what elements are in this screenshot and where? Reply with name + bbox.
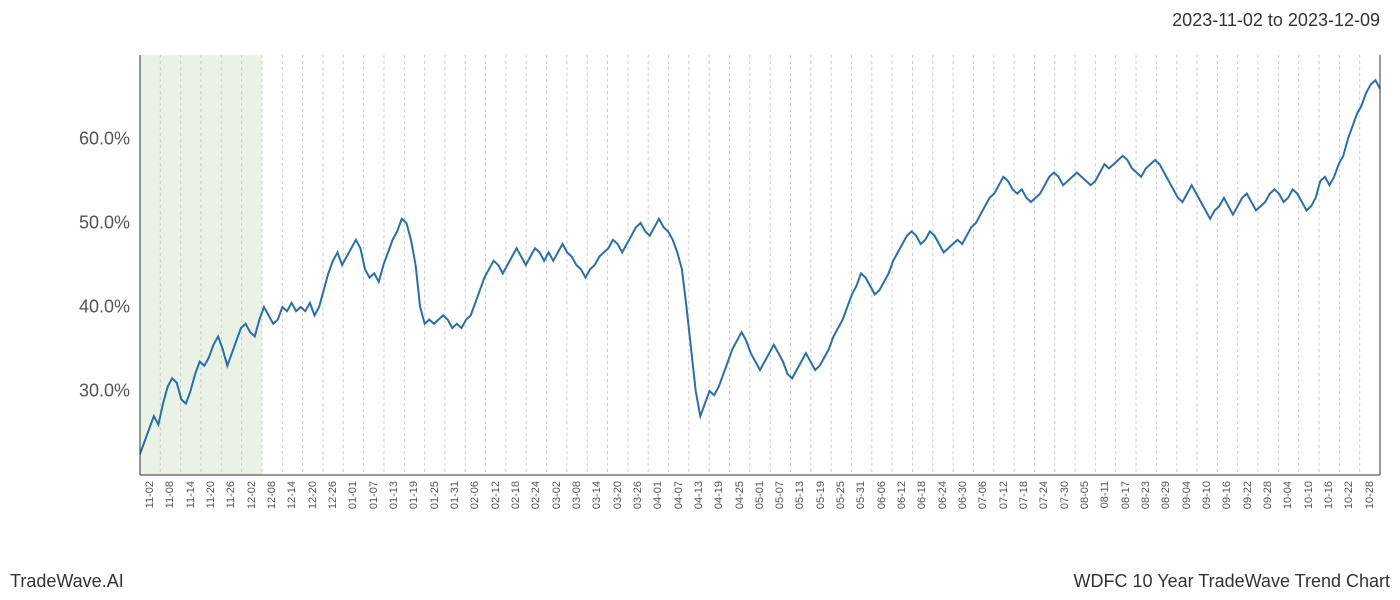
x-tick-label: 08-29 <box>1160 481 1172 509</box>
x-tick-label: 05-19 <box>815 481 827 509</box>
x-tick-label: 03-14 <box>591 481 603 509</box>
y-tick-label: 50.0% <box>79 213 130 234</box>
x-tick-label: 02-18 <box>510 481 522 509</box>
x-tick-label: 09-04 <box>1181 481 1193 509</box>
x-tick-label: 10-10 <box>1303 481 1315 509</box>
x-tick-label: 05-25 <box>835 481 847 509</box>
x-tick-label: 10-16 <box>1323 481 1335 509</box>
x-tick-label: 07-12 <box>998 481 1010 509</box>
x-tick-label: 03-26 <box>632 481 644 509</box>
x-tick-label: 05-07 <box>774 481 786 509</box>
x-tick-label: 12-08 <box>266 481 278 509</box>
x-tick-label: 07-30 <box>1059 481 1071 509</box>
x-tick-label: 02-12 <box>490 481 502 509</box>
x-tick-label: 03-08 <box>571 481 583 509</box>
x-tick-label: 01-07 <box>368 481 380 509</box>
x-tick-label: 12-26 <box>327 481 339 509</box>
x-tick-label: 06-18 <box>916 481 928 509</box>
x-tick-label: 11-02 <box>144 481 156 508</box>
x-tick-label: 01-13 <box>388 481 400 509</box>
x-tick-label: 05-31 <box>855 481 867 509</box>
x-tick-label: 07-18 <box>1018 481 1030 509</box>
x-tick-label: 02-06 <box>469 481 481 509</box>
x-tick-label: 11-08 <box>164 481 176 508</box>
x-tick-label: 12-14 <box>286 481 298 509</box>
footer-brand: TradeWave.AI <box>10 571 124 592</box>
x-tick-label: 10-28 <box>1364 481 1376 509</box>
trend-chart <box>140 55 1380 475</box>
x-tick-label: 06-24 <box>937 481 949 509</box>
y-tick-label: 40.0% <box>79 297 130 318</box>
x-tick-label: 02-24 <box>530 481 542 509</box>
date-range: 2023-11-02 to 2023-12-09 <box>1172 10 1380 31</box>
x-tick-label: 10-04 <box>1282 481 1294 509</box>
x-tick-label: 06-12 <box>896 481 908 509</box>
x-tick-label: 11-20 <box>205 481 217 508</box>
gridlines-vertical <box>140 55 1360 475</box>
footer-chart-title: WDFC 10 Year TradeWave Trend Chart <box>1074 571 1390 592</box>
x-tick-label: 08-05 <box>1079 481 1091 509</box>
x-tick-label: 04-01 <box>652 481 664 509</box>
x-tick-label: 11-14 <box>185 481 197 508</box>
x-tick-label: 03-02 <box>551 481 563 509</box>
x-tick-label: 09-10 <box>1201 481 1213 509</box>
x-tick-label: 01-01 <box>347 481 359 509</box>
x-tick-label: 04-07 <box>673 481 685 509</box>
x-tick-label: 05-01 <box>754 481 766 509</box>
x-tick-label: 09-22 <box>1242 481 1254 509</box>
x-tick-label: 10-22 <box>1343 481 1355 509</box>
x-tick-label: 01-25 <box>429 481 441 509</box>
x-tick-label: 12-20 <box>307 481 319 509</box>
x-tick-label: 03-20 <box>612 481 624 509</box>
x-tick-label: 11-26 <box>225 481 237 508</box>
x-tick-label: 08-23 <box>1140 481 1152 509</box>
y-tick-label: 60.0% <box>79 129 130 150</box>
x-tick-label: 09-28 <box>1262 481 1274 509</box>
x-tick-label: 04-13 <box>693 481 705 509</box>
series-line <box>140 80 1380 454</box>
x-tick-label: 04-19 <box>713 481 725 509</box>
x-tick-label: 07-24 <box>1038 481 1050 509</box>
x-tick-label: 08-11 <box>1099 481 1111 508</box>
x-tick-label: 06-06 <box>876 481 888 509</box>
x-tick-label: 01-19 <box>408 481 420 509</box>
x-tick-label: 05-13 <box>794 481 806 509</box>
x-tick-label: 08-17 <box>1120 481 1132 509</box>
x-tick-label: 06-30 <box>957 481 969 509</box>
x-tick-label: 07-06 <box>977 481 989 509</box>
x-tick-label: 04-25 <box>734 481 746 509</box>
x-tick-label: 09-16 <box>1221 481 1233 509</box>
x-tick-label: 01-31 <box>449 481 461 509</box>
y-tick-label: 30.0% <box>79 381 130 402</box>
chart-svg <box>140 55 1380 475</box>
x-tick-label: 12-02 <box>246 481 258 509</box>
